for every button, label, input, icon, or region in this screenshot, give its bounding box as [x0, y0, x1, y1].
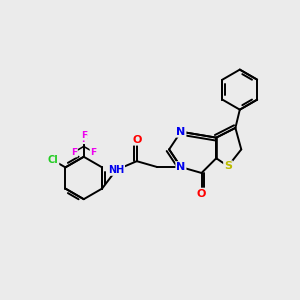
Text: S: S	[224, 161, 232, 171]
Text: F: F	[81, 131, 87, 140]
Text: N: N	[176, 162, 185, 172]
Text: Cl: Cl	[48, 155, 58, 165]
Text: N: N	[176, 127, 185, 137]
Text: O: O	[132, 135, 141, 145]
Text: F: F	[81, 135, 87, 144]
Text: O: O	[197, 189, 206, 199]
Text: F: F	[71, 148, 77, 157]
Text: NH: NH	[108, 165, 124, 175]
Text: F: F	[90, 148, 97, 157]
